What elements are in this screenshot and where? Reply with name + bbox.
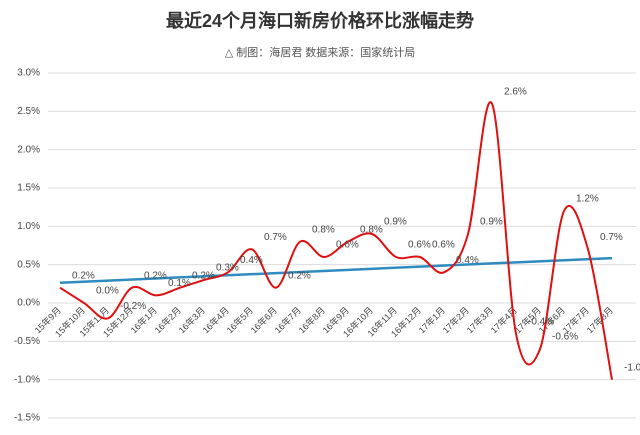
data-label: -1.0% (624, 362, 640, 373)
trend-line (59, 256, 613, 285)
data-line (59, 101, 613, 380)
data-label: 0.2% (72, 270, 95, 281)
data-label: 0.1% (168, 278, 191, 289)
y-tick-label: -0.5% (14, 336, 40, 347)
y-tick-label: -1.5% (14, 413, 40, 424)
data-label: 1.2% (576, 194, 599, 205)
chart-title: 最近24个月海口新房价格环比涨幅走势 (166, 10, 474, 31)
data-label: 0.9% (480, 217, 503, 228)
data-label: -0.2% (120, 301, 146, 312)
data-label: -0.4% (528, 316, 554, 327)
y-tick-label: 1.0% (17, 221, 40, 232)
data-label: 0.9% (384, 217, 407, 228)
data-label: 0.7% (600, 232, 623, 243)
y-tick-label: 2.5% (17, 106, 40, 117)
data-label: 0.2% (192, 270, 215, 281)
data-label: 2.6% (504, 86, 527, 97)
data-label: 0.7% (264, 232, 287, 243)
data-label: 0.2% (144, 270, 167, 281)
data-label: 0.6% (432, 240, 455, 251)
data-label: 0.2% (288, 270, 311, 281)
data-label: 0.8% (312, 224, 335, 235)
y-tick-label: -1.0% (14, 374, 40, 385)
data-label: 0.0% (96, 286, 119, 297)
y-tick-label: 0.0% (17, 298, 40, 309)
y-tick-label: 1.5% (17, 183, 40, 194)
data-label: 0.3% (216, 263, 239, 274)
y-tick-label: 3.0% (17, 68, 40, 79)
data-label: 0.6% (336, 240, 359, 251)
data-label: 0.4% (240, 255, 263, 266)
y-tick-label: 2.0% (17, 144, 40, 155)
chart-subtitle: △ 制图：海居君 数据来源：国家统计局 (225, 45, 416, 59)
y-tick-label: 0.5% (17, 259, 40, 270)
data-label: 0.4% (456, 255, 479, 266)
data-label: 0.8% (360, 224, 383, 235)
data-label: 0.6% (408, 240, 431, 251)
data-label: -0.6% (552, 332, 578, 343)
